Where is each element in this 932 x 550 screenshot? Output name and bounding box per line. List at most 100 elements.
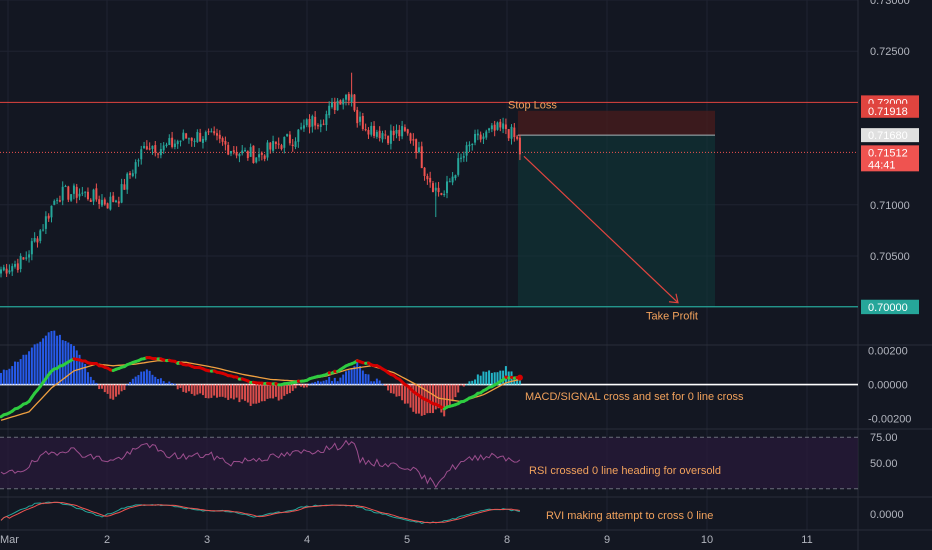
candle-body-6 [16,263,19,271]
candle-body-158 [443,193,446,196]
candle-body-31 [86,191,89,200]
candle-body-155 [434,187,437,191]
macd-hist-174 [488,370,491,385]
macd-hist-133 [373,381,376,385]
candle-body-32 [89,199,92,202]
macd-hist-74 [207,384,210,399]
candle-body-85 [238,153,241,157]
time-axis[interactable]: Mar 2 3 4 5 8 9 10 11 [0,534,813,546]
macd-tick-2: -0.00200 [868,414,911,426]
candle-body-106 [297,129,300,142]
candle-body-87 [244,150,247,152]
candle-body-144 [403,127,406,131]
macd-hist-159 [445,384,448,409]
candle-body-62 [173,143,176,148]
candle-body-2 [5,268,8,274]
rsi-panel [0,436,858,490]
candle-body-138 [387,135,390,144]
candle-body-46 [129,173,132,175]
macd-hist-176 [493,372,496,385]
macd-tick-0: 0.00200 [868,345,908,357]
macd-hist-163 [457,384,460,393]
candle-body-91 [255,157,258,163]
candle-body-97 [272,140,275,151]
candle-body-61 [171,137,174,147]
macd-hist-107 [300,384,303,387]
candle-body-8 [22,257,25,260]
time-tick-5: 8 [504,534,510,546]
price-tag-label-2: 0.71680 [868,130,908,142]
candle-body-157 [440,193,443,195]
price-tick-0: 0.70500 [870,251,910,263]
candle-body-176 [493,124,496,131]
macd-hist-156 [437,384,440,409]
candle-body-44 [123,184,126,190]
candle-body-90 [252,145,255,164]
macd-hist-36 [100,384,103,389]
candle-body-127 [356,109,359,124]
candle-body-98 [274,141,277,144]
stop-loss-label: Stop Loss [508,99,557,111]
macd-hist-58 [162,381,165,385]
macd-tick-1: 0.00000 [868,380,908,392]
macd-hist-177 [496,372,499,385]
candle-body-181 [507,129,510,139]
candle-body-22 [61,186,64,201]
price-tick-2: 0.72500 [870,46,910,58]
candle-body-134 [375,131,378,137]
macd-hist-27 [75,350,78,385]
candle-body-89 [249,147,252,157]
macd-hist-141 [395,384,398,397]
candle-body-11 [30,241,33,255]
candle-body-19 [53,200,56,205]
macd-hist-65 [182,384,185,392]
time-tick-7: 10 [701,534,713,546]
candle-body-3 [8,270,11,273]
macd-hist-100 [280,384,283,400]
macd-hist-172 [482,371,485,385]
candle-body-171 [479,134,482,140]
macd-hist-64 [179,384,182,388]
candle-body-52 [145,146,148,150]
candle-body-17 [47,215,50,219]
profit-zone [517,135,715,307]
candle-body-160 [448,181,451,183]
candle-body-71 [199,132,202,142]
macd-hist-127 [356,361,359,385]
candle-body-20 [56,199,59,201]
macd-hist-11 [30,347,33,385]
candle-body-69 [193,140,196,142]
candle-body-50 [140,149,143,160]
candle-body-108 [302,125,305,129]
macd-hist-43 [120,384,123,392]
macd-hist-135 [378,380,381,385]
macd-hist-25 [70,344,73,385]
macd-hist-17 [47,332,50,385]
price-tick-1: 0.71000 [870,200,910,212]
time-tick-1: 2 [104,534,110,546]
price-axis[interactable]: 0.705000.710000.725000.730000.720000.719… [861,0,919,521]
price-tag-bg-1 [861,103,919,118]
candle-body-70 [196,132,199,142]
macd-hist-132 [370,381,373,385]
macd-hist-160 [448,384,451,406]
macd-hist-41 [115,384,118,397]
candle-body-28 [78,193,81,197]
candle-body-117 [328,105,331,116]
macd-hist-168 [471,380,474,385]
macd-hist-171 [479,375,482,385]
candle-body-63 [176,141,179,145]
macd-hist-143 [401,384,404,401]
macd-hist-167 [468,381,471,385]
macd-hist-46 [129,381,132,385]
macd-hist-154 [431,384,434,414]
candle-body-137 [384,134,387,136]
macd-hist-45 [126,384,129,386]
candle-body-35 [98,199,101,205]
candle-body-185 [518,137,521,155]
candle-body-23 [64,186,67,188]
rvi-signal-line [0,501,520,524]
rsi-line [0,439,521,489]
candle-body-103 [288,134,291,144]
